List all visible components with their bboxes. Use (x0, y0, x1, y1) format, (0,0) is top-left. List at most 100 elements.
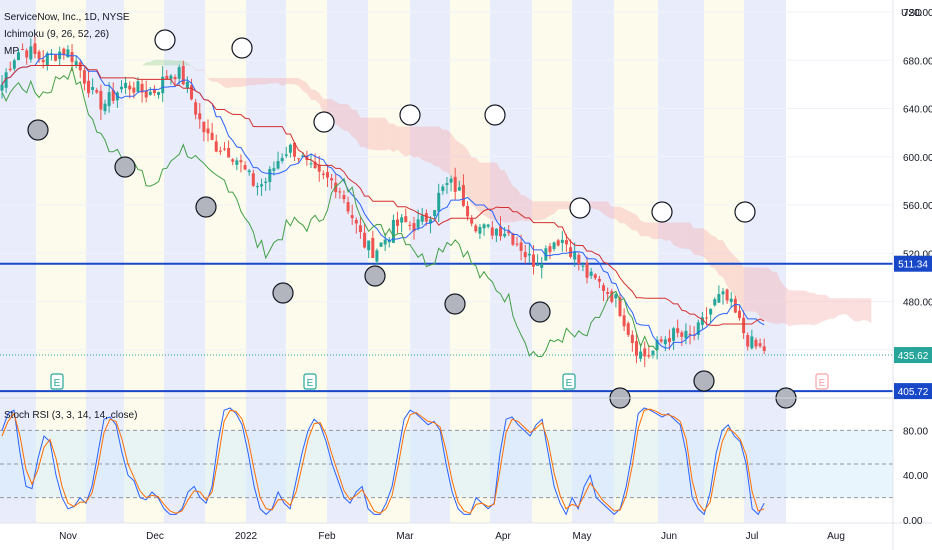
price-tick-2: 640.00 (903, 105, 932, 116)
candle-body (754, 339, 758, 347)
cloud-segment (216, 77, 221, 84)
candle-body (540, 263, 544, 268)
candle-body (305, 155, 309, 160)
time-tick-9: Aug (827, 531, 845, 542)
cloud-segment (533, 201, 538, 221)
candle-body (733, 298, 737, 313)
cloud-segment (739, 260, 744, 311)
cloud-segment (599, 201, 604, 214)
price-axis[interactable]: 720.00 680.00 640.00 600.00 560.00 520.00 480.… (903, 8, 932, 357)
candle-body (461, 185, 465, 206)
cloud-segment (286, 77, 291, 85)
price-tick-6: 480.00 (903, 298, 932, 309)
time-tick-5: Apr (495, 531, 511, 542)
candle-body (428, 219, 432, 224)
earnings-marker-2[interactable] (562, 373, 576, 390)
candle-body (511, 233, 515, 245)
time-tick-6: May (573, 531, 592, 542)
candle-body (737, 310, 741, 319)
time-tick-3: Feb (318, 531, 336, 542)
earnings-marker-0[interactable] (50, 373, 64, 390)
cloud-segment (512, 186, 517, 223)
cloud-segment (595, 201, 600, 211)
candle-body (474, 225, 478, 232)
candle-body (334, 182, 338, 193)
lagging-span (1, 65, 658, 358)
cloud-segment (389, 123, 394, 153)
price-tick-1: 680.00 (903, 56, 932, 67)
candle-body (750, 336, 754, 349)
candle-body (99, 90, 103, 110)
cloud-segment (760, 267, 765, 320)
cloud-segment (257, 77, 262, 85)
stoch-axis[interactable]: 80.00 40.00 0.00 (903, 426, 928, 527)
stoch-tick-2: 0.00 (903, 516, 923, 527)
mp-circle-8 (399, 104, 421, 126)
candle-body (202, 121, 206, 133)
candle-body (239, 160, 243, 163)
time-axis[interactable]: Nov Dec 2022 Feb Mar Apr May Jun Jul Aug (59, 531, 845, 542)
cloud-segment (467, 149, 472, 206)
cloud-segment (863, 298, 868, 321)
cloud-segment (335, 101, 340, 128)
candle-body (321, 173, 325, 175)
candle-body (144, 90, 148, 98)
candle-body (29, 46, 33, 60)
cloud-segment (179, 60, 184, 66)
base-line (1, 65, 765, 326)
candle-body (301, 155, 305, 157)
earnings-marker-1[interactable] (303, 373, 317, 390)
cloud-segment (636, 214, 641, 237)
legend-stoch[interactable]: Stoch RSI (3, 3, 14, 14, close) (4, 410, 137, 421)
earnings-marker-3[interactable] (815, 373, 829, 390)
candle-body (78, 62, 82, 71)
candle-body (412, 223, 416, 232)
cloud-segment (199, 69, 204, 71)
cloud-segment (747, 267, 752, 312)
cloud-segment (784, 286, 789, 327)
candle-body (260, 184, 264, 187)
candle-body (713, 299, 717, 306)
candle-body (235, 160, 239, 165)
candle-body (742, 317, 746, 334)
cloud-segment (273, 77, 279, 84)
mp-circle-14 (651, 201, 673, 223)
candle-body (214, 141, 218, 152)
cloud-segment (438, 126, 443, 172)
cloud-segment (813, 292, 818, 326)
time-tick-2: 2022 (235, 531, 258, 542)
cloud-segment (232, 77, 237, 88)
candle-body (375, 250, 379, 262)
cloud-segment (834, 298, 839, 319)
candle-body (420, 215, 424, 222)
cloud-segment (525, 195, 530, 222)
legend-symbol[interactable]: ServiceNow, Inc., 1D, NYSE (4, 12, 130, 23)
cloud-segment (698, 228, 703, 257)
candle-body (313, 161, 317, 169)
legend-ichimoku[interactable]: Ichimoku (9, 26, 52, 26) (4, 29, 109, 40)
mp-circle-6 (313, 111, 335, 133)
cloud-segment (652, 222, 658, 240)
cloud-segment (751, 267, 756, 312)
cloud-segment (261, 77, 266, 85)
candle-body (556, 240, 560, 246)
candle-body (639, 351, 643, 359)
candle-body (210, 132, 214, 140)
legend-mp[interactable]: MP (4, 46, 19, 57)
cloud-segment (801, 290, 806, 325)
cloud-segment (414, 126, 419, 158)
candle-body (593, 274, 597, 279)
cloud-segment (624, 208, 629, 227)
cloud-segment (376, 117, 382, 151)
price-tick-0: 720.00 (903, 8, 932, 19)
cloud-segment (212, 77, 217, 82)
cloud-segment (475, 157, 480, 214)
candle-body (424, 213, 428, 222)
candle-body (280, 157, 284, 162)
candle-body (165, 75, 169, 80)
mp-circle-10 (484, 104, 506, 126)
cloud-segment (208, 77, 213, 82)
candle-body (37, 51, 41, 60)
